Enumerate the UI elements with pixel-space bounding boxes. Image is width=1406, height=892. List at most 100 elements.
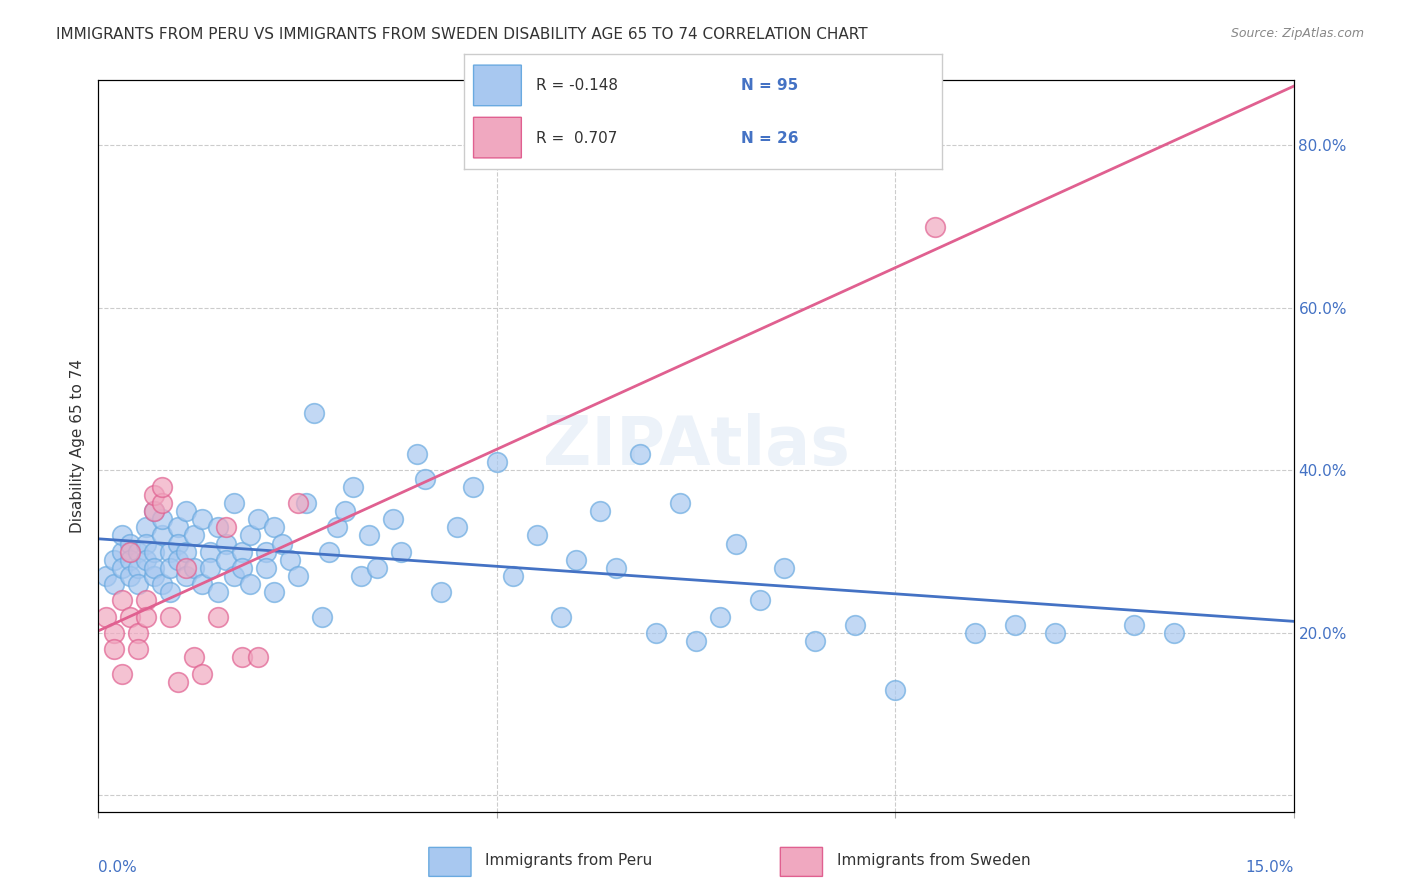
Point: [772, 561, 794, 575]
Point: [222, 569, 245, 583]
Text: ZIPAtlas: ZIPAtlas: [543, 413, 849, 479]
Point: [884, 682, 907, 697]
Point: [127, 544, 149, 558]
Point: [159, 544, 181, 558]
Point: [311, 609, 333, 624]
Point: [565, 553, 588, 567]
Point: [127, 577, 149, 591]
FancyBboxPatch shape: [474, 65, 522, 106]
Point: [1123, 617, 1146, 632]
Point: [550, 609, 572, 624]
Point: [143, 488, 166, 502]
Point: [103, 577, 125, 591]
Point: [167, 520, 190, 534]
Point: [159, 585, 181, 599]
Point: [215, 553, 238, 567]
Point: [191, 666, 214, 681]
Point: [804, 634, 827, 648]
Point: [485, 455, 508, 469]
Point: [231, 561, 253, 575]
Point: [174, 504, 197, 518]
Point: [406, 447, 429, 461]
Point: [135, 536, 157, 550]
Point: [318, 544, 340, 558]
FancyBboxPatch shape: [780, 847, 823, 876]
Point: [342, 480, 364, 494]
Point: [1163, 626, 1185, 640]
Point: [628, 447, 651, 461]
Point: [174, 561, 197, 575]
Point: [924, 219, 946, 234]
Y-axis label: Disability Age 65 to 74: Disability Age 65 to 74: [69, 359, 84, 533]
Point: [246, 512, 269, 526]
Point: [120, 553, 142, 567]
Point: [239, 528, 262, 542]
Point: [844, 617, 866, 632]
Point: [246, 650, 269, 665]
Text: 0.0%: 0.0%: [98, 861, 138, 875]
Point: [724, 536, 747, 550]
FancyBboxPatch shape: [429, 847, 471, 876]
Point: [191, 512, 214, 526]
Point: [669, 496, 692, 510]
Point: [150, 480, 173, 494]
Point: [382, 512, 405, 526]
Point: [231, 650, 253, 665]
Text: N = 95: N = 95: [741, 78, 799, 94]
Point: [167, 553, 190, 567]
Text: R = -0.148: R = -0.148: [536, 78, 617, 94]
Point: [111, 593, 134, 607]
Point: [413, 471, 436, 485]
Point: [111, 528, 134, 542]
Point: [150, 512, 173, 526]
Point: [159, 609, 181, 624]
Point: [198, 561, 221, 575]
Point: [254, 561, 277, 575]
Point: [103, 553, 125, 567]
Point: [461, 480, 484, 494]
Point: [135, 520, 157, 534]
Point: [278, 553, 301, 567]
Point: [231, 544, 253, 558]
Point: [143, 504, 166, 518]
Point: [366, 561, 388, 575]
Point: [120, 544, 142, 558]
Point: [446, 520, 468, 534]
FancyBboxPatch shape: [474, 118, 522, 158]
Point: [127, 626, 149, 640]
Point: [430, 585, 453, 599]
Text: Immigrants from Sweden: Immigrants from Sweden: [837, 854, 1031, 868]
Point: [143, 569, 166, 583]
Text: R =  0.707: R = 0.707: [536, 130, 617, 145]
Text: Source: ZipAtlas.com: Source: ZipAtlas.com: [1230, 27, 1364, 40]
Point: [198, 544, 221, 558]
Point: [143, 561, 166, 575]
Point: [183, 650, 205, 665]
Point: [270, 536, 292, 550]
Point: [120, 536, 142, 550]
Point: [1043, 626, 1066, 640]
Text: 15.0%: 15.0%: [1246, 861, 1294, 875]
Point: [239, 577, 262, 591]
Point: [335, 504, 357, 518]
Point: [159, 561, 181, 575]
Point: [207, 585, 229, 599]
Point: [103, 642, 125, 657]
Point: [963, 626, 986, 640]
Point: [359, 528, 381, 542]
Point: [150, 528, 173, 542]
Point: [150, 577, 173, 591]
Point: [526, 528, 548, 542]
Point: [127, 642, 149, 657]
Point: [326, 520, 349, 534]
Point: [350, 569, 373, 583]
Point: [302, 407, 325, 421]
Point: [215, 536, 238, 550]
Point: [96, 609, 118, 624]
Point: [294, 496, 316, 510]
Point: [287, 569, 309, 583]
Point: [103, 626, 125, 640]
Point: [207, 520, 229, 534]
Point: [589, 504, 612, 518]
Point: [135, 553, 157, 567]
